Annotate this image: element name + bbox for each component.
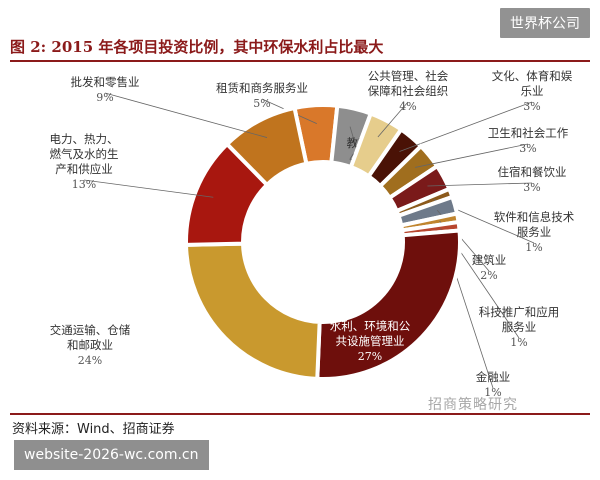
slice-label: 建筑业 2% <box>472 253 507 282</box>
leader-line <box>377 101 409 138</box>
slice-label: 科技推广和应用服务业 1% <box>479 305 560 349</box>
slice-label: 公共管理、社会保障和社会组织 4% <box>368 69 449 113</box>
source-rule <box>10 413 590 415</box>
donut-slice <box>315 228 462 381</box>
donut-slice <box>224 105 309 188</box>
slice-label: 金融业 1% <box>476 370 511 399</box>
slice-label: 住宿和餐饮业 3% <box>498 165 567 194</box>
slice-label: 软件和信息技术服务业 1% <box>494 210 575 254</box>
leader-line <box>415 143 529 168</box>
slice-label: 文化、体育和娱乐业 3% <box>492 69 573 113</box>
slice-label: 水利、环境和公共设施管理业 27% <box>330 319 411 363</box>
leader-line <box>83 179 214 198</box>
leader-line <box>399 101 533 152</box>
leader-line <box>427 182 533 187</box>
corner-badge: 世界杯公司 <box>500 8 590 38</box>
source-note: 资料来源：Wind、招商证券 <box>12 422 175 437</box>
title-rule <box>10 60 590 62</box>
slice-label: 电力、热力、燃气及水的生产和供应业 13% <box>50 132 119 191</box>
chart-title: 图 2: 2015 年各项目投资比例，其中环保水利占比最大 <box>10 38 384 56</box>
watermark-url: website-2026-wc.com.cn <box>14 440 209 470</box>
donut-slice <box>183 241 322 381</box>
leader-line <box>104 92 268 138</box>
slice-label: 批发和零售业 9% <box>71 75 140 104</box>
slice-label: 卫生和社会工作 3% <box>488 126 569 155</box>
watermark-logo: 招商策略研究 <box>428 397 518 413</box>
slice-label: 租赁和商务服务业 5% <box>216 81 308 110</box>
slice-label: 交通运输、仓储和邮政业 24% <box>50 323 131 367</box>
